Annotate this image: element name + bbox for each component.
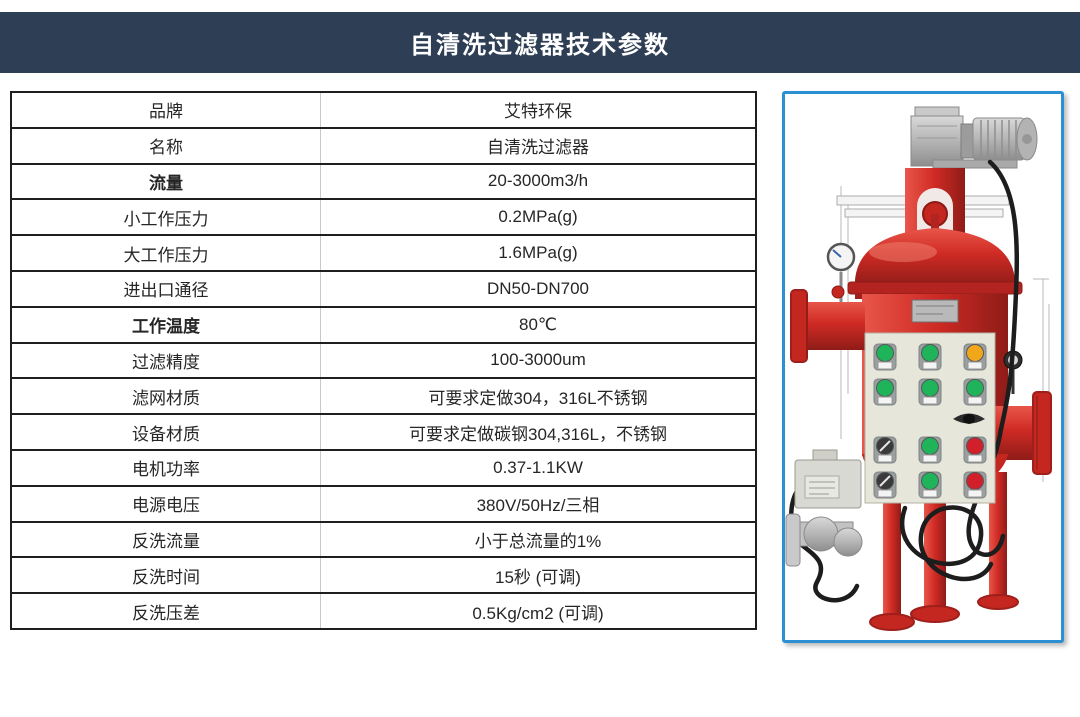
- spec-table: 品牌 艾特环保 名称 自清洗过滤器 流量 20-3000m3/h 小工作压力 0.2MPa(g…: [10, 91, 757, 630]
- panel-button-green: [921, 379, 939, 397]
- panel-button-green: [921, 472, 939, 490]
- spec-label-cell: 反洗压差: [10, 592, 321, 630]
- spec-row: 反洗时间 15秒 (可调): [10, 556, 757, 595]
- spec-label-cell: 反洗流量: [10, 520, 321, 559]
- panel-button-green: [921, 437, 939, 455]
- filter-illustration: [785, 106, 1052, 631]
- title-bar: 自清洗过滤器技术参数: [0, 12, 1080, 73]
- spec-label-cell: 品牌: [10, 91, 321, 129]
- panel-button-yellow: [966, 344, 984, 362]
- spec-label-cell: 过滤精度: [10, 341, 321, 380]
- inlet-flange: [790, 289, 865, 363]
- spec-value-cell: 自清洗过滤器: [320, 126, 757, 165]
- spec-value-cell: 80℃: [320, 305, 757, 344]
- spec-row: 反洗流量 小于总流量的1%: [10, 520, 757, 559]
- spec-label-cell: 滤网材质: [10, 377, 321, 416]
- page-title: 自清洗过滤器技术参数: [410, 32, 670, 59]
- panel-button-red: [966, 472, 984, 490]
- actuator-valve: [785, 449, 863, 567]
- spec-row: 进出口通径 DN50-DN700: [10, 269, 757, 308]
- spec-label-cell: 小工作压力: [10, 198, 321, 237]
- filter-dome: [847, 228, 1023, 299]
- panel-buttons: [873, 343, 987, 499]
- spec-row: 流量 20-3000m3/h: [10, 162, 757, 201]
- spec-row: 电机功率 0.37-1.1KW: [10, 448, 757, 487]
- spec-value-cell: 小于总流量的1%: [320, 520, 757, 559]
- control-panel: [864, 332, 996, 504]
- spec-label-cell: 设备材质: [10, 413, 321, 451]
- panel-button-green: [966, 379, 984, 397]
- motor-assembly: [910, 106, 1038, 169]
- spec-label-cell: 大工作压力: [10, 234, 321, 272]
- panel-button-green: [876, 344, 894, 362]
- spec-label-cell: 电源电压: [10, 484, 321, 523]
- spec-value-cell: 380V/50Hz/三相: [320, 484, 757, 523]
- spec-row: 小工作压力 0.2MPa(g): [10, 198, 757, 237]
- spec-row: 过滤精度 100-3000um: [10, 341, 757, 380]
- spec-label-cell: 名称: [10, 126, 321, 165]
- spec-row: 大工作压力 1.6MPa(g): [10, 234, 757, 272]
- spec-row: 工作温度 80℃: [10, 305, 757, 344]
- pressure-gauge: [826, 242, 856, 306]
- spec-value-cell: 15秒 (可调): [320, 556, 757, 595]
- panel-button-green: [921, 344, 939, 362]
- spec-label-cell: 电机功率: [10, 448, 321, 487]
- spec-value-cell: 20-3000m3/h: [320, 162, 757, 201]
- spec-row: 反洗压差 0.5Kg/cm2 (可调): [10, 592, 757, 630]
- product-photo: [782, 91, 1064, 643]
- spec-label-cell: 进出口通径: [10, 269, 321, 308]
- spec-value-cell: 可要求定做304，316L不锈钢: [320, 377, 757, 416]
- spec-value-cell: 0.37-1.1KW: [320, 448, 757, 487]
- panel-button-red: [966, 437, 984, 455]
- spec-value-cell: 可要求定做碳钢304,316L，不锈钢: [320, 413, 757, 451]
- spec-label-cell: 反洗时间: [10, 556, 321, 595]
- spec-row: 滤网材质 可要求定做304，316L不锈钢: [10, 377, 757, 416]
- spec-value-cell: 艾特环保: [320, 91, 757, 129]
- panel-button-green: [876, 379, 894, 397]
- spec-row: 品牌 艾特环保: [10, 91, 757, 129]
- spec-row: 设备材质 可要求定做碳钢304,316L，不锈钢: [10, 413, 757, 451]
- spec-value-cell: 0.2MPa(g): [320, 198, 757, 237]
- spec-label-cell: 流量: [10, 162, 321, 201]
- spec-value-cell: 100-3000um: [320, 341, 757, 380]
- spec-row: 名称 自清洗过滤器: [10, 126, 757, 165]
- spec-label-cell: 工作温度: [10, 305, 321, 344]
- spec-row: 电源电压 380V/50Hz/三相: [10, 484, 757, 523]
- spec-value-cell: 0.5Kg/cm2 (可调): [320, 592, 757, 630]
- spec-value-cell: 1.6MPa(g): [320, 234, 757, 272]
- spec-value-cell: DN50-DN700: [320, 269, 757, 308]
